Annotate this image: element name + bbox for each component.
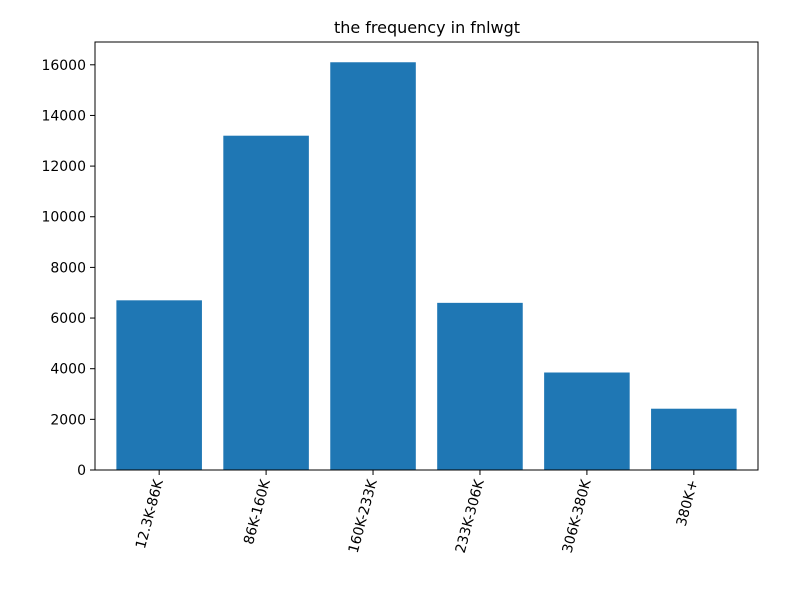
bar-12.3K-86K — [116, 300, 202, 470]
y-tick-label: 0 — [77, 463, 86, 479]
y-tick-label: 16000 — [41, 58, 86, 74]
x-tick-label: 12.3K-86K — [133, 477, 167, 550]
bar-380K+ — [651, 408, 737, 470]
y-tick-label: 2000 — [50, 412, 86, 428]
y-tick-label: 6000 — [50, 311, 86, 327]
x-tick-label: 160K-233K — [346, 477, 381, 555]
bar-86K-160K — [223, 135, 309, 470]
bar-233K-306K — [437, 302, 523, 470]
chart-title: the frequency in fnlwgt — [334, 18, 520, 37]
y-tick-label: 8000 — [50, 260, 86, 276]
plot-frame — [94, 41, 759, 471]
y-tick-label: 14000 — [41, 108, 86, 124]
bar-160K-233K — [330, 62, 416, 470]
y-axis: 0 2000 4000 6000 8000 10000 12000 14000 16000 — [41, 58, 95, 479]
y-tick-label: 10000 — [41, 210, 86, 226]
x-tick-label: 380K+ — [674, 478, 702, 528]
x-tick-label: 306K-380K — [560, 477, 595, 555]
x-tick-label: 233K-306K — [453, 477, 488, 555]
x-axis: 12.3K-86K 86K-160K 160K-233K 233K-306K 306K-… — [133, 470, 702, 555]
y-tick-label: 4000 — [50, 362, 86, 378]
bars-group — [116, 62, 737, 470]
x-tick-label: 86K-160K — [241, 477, 274, 546]
bar-306K-380K — [544, 372, 630, 470]
y-tick-label: 12000 — [41, 159, 86, 175]
